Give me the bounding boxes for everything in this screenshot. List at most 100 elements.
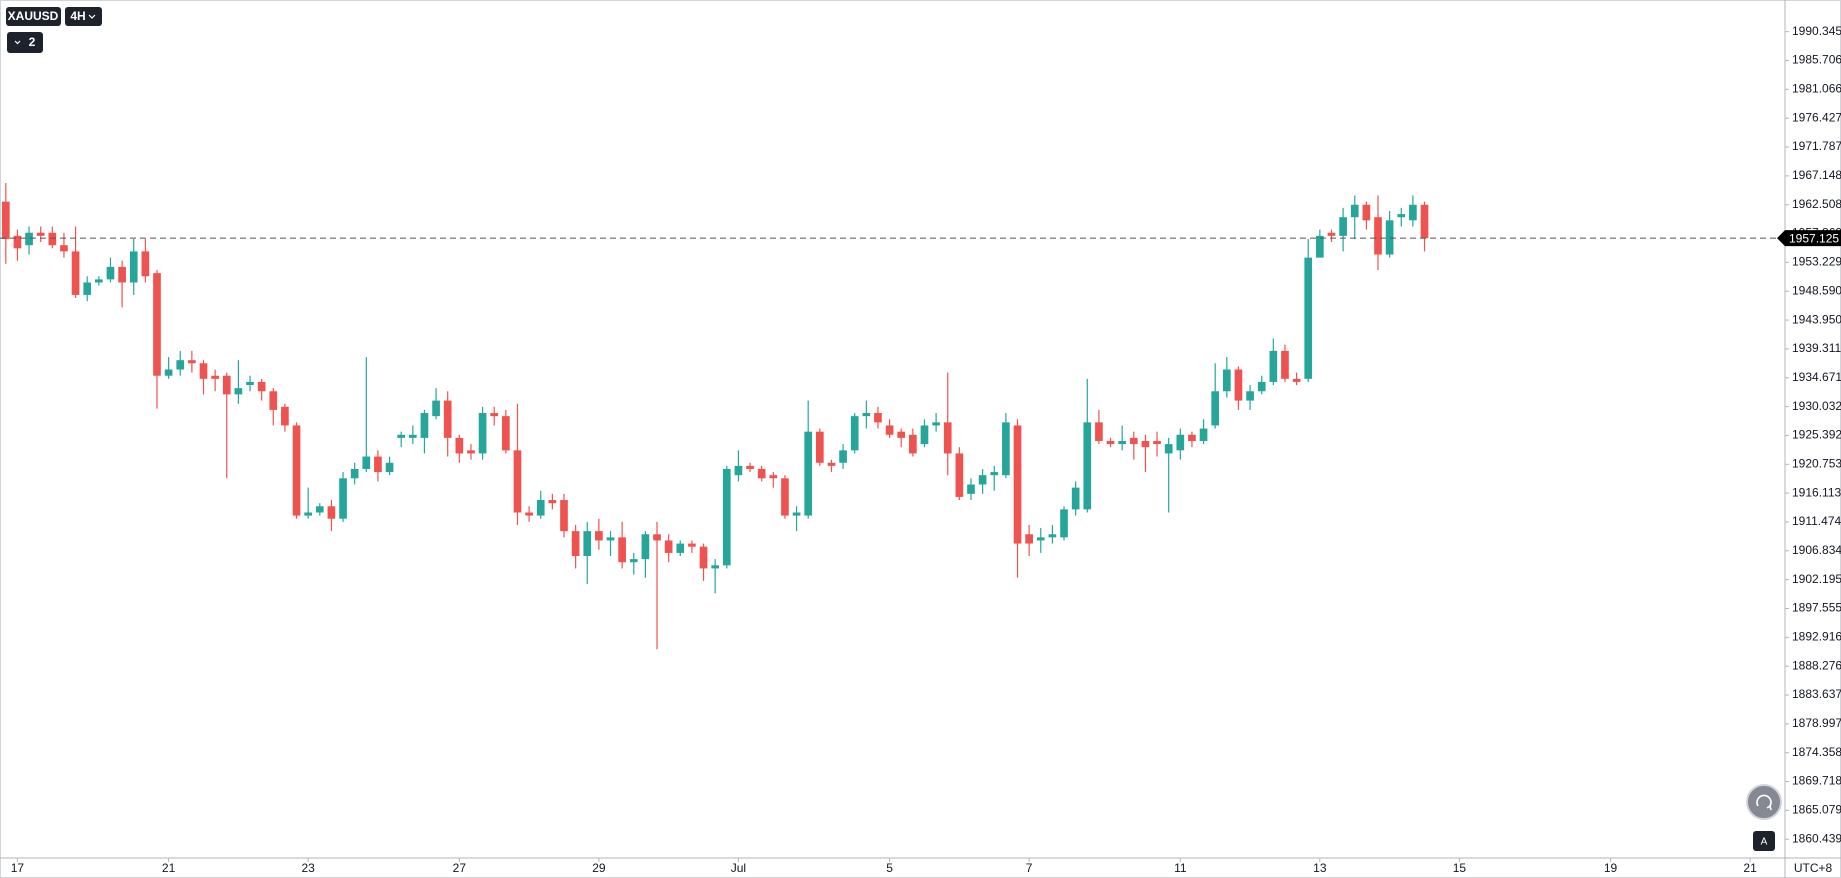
x-tick-label: 23: [301, 861, 315, 875]
candle-body: [1025, 534, 1033, 544]
y-tick-label: 1897.555: [1792, 601, 1841, 615]
candle-body: [781, 478, 789, 516]
candle-body: [490, 413, 499, 417]
last-price-tag: [1777, 230, 1841, 247]
y-tick-label: 1874.358: [1792, 745, 1841, 759]
candle-body: [1211, 391, 1220, 426]
candle-body: [1199, 428, 1208, 441]
y-tick-label: 1962.508: [1792, 197, 1841, 211]
candle-body: [688, 543, 696, 547]
candle-body: [1164, 444, 1173, 454]
auto-scale-button[interactable]: [1753, 831, 1775, 851]
y-tick-label: 1860.439: [1792, 831, 1841, 845]
candle-body: [978, 475, 987, 485]
y-tick-label: 1976.427: [1792, 110, 1841, 124]
indicators-button[interactable]: [7, 32, 43, 53]
y-tick-label: 1934.671: [1792, 370, 1841, 384]
candle-body: [315, 506, 324, 513]
y-tick-label: 1869.718: [1792, 774, 1841, 788]
candle-body: [118, 266, 126, 283]
candle-body: [583, 531, 592, 557]
candle-body: [432, 400, 440, 417]
y-tick-label: 1990.345: [1792, 24, 1841, 38]
candle-body: [1397, 214, 1406, 218]
candle-body: [1362, 204, 1371, 221]
candle-body: [350, 468, 359, 479]
y-tick-label: 1925.392: [1792, 428, 1841, 442]
candle-body: [1269, 350, 1278, 382]
candle-body: [1060, 509, 1068, 538]
candle-body: [1048, 534, 1057, 538]
candle-body: [25, 232, 33, 246]
candle-body: [13, 235, 22, 249]
y-tick-label: 1888.276: [1792, 658, 1841, 672]
candle-body: [502, 416, 510, 451]
candle-body: [1234, 369, 1243, 401]
candle-body: [234, 388, 243, 395]
x-tick-label: 21: [1743, 861, 1757, 875]
indicator-count: 2: [29, 35, 36, 49]
candle-body: [1292, 378, 1301, 382]
candle-body: [141, 251, 150, 277]
y-tick-label: 1902.195: [1792, 572, 1841, 586]
candle-body: [420, 413, 429, 438]
candle-body: [641, 534, 650, 560]
reset-icon: [1756, 794, 1772, 811]
candle-body: [815, 431, 824, 463]
candle-body: [746, 465, 754, 469]
candle-body: [1153, 440, 1161, 445]
candle-body: [827, 462, 836, 466]
candle-body: [1304, 257, 1313, 379]
candle-body: [385, 462, 394, 473]
candle-body: [1188, 434, 1196, 441]
y-tick-label: 1916.113: [1792, 485, 1841, 499]
candle-body: [455, 437, 464, 454]
y-tick-label: 1930.032: [1792, 399, 1841, 413]
candle-body: [281, 406, 289, 426]
y-tick-label: 1943.950: [1792, 312, 1841, 326]
y-tick-label: 1892.916: [1792, 630, 1841, 644]
timezone: UTC+8: [1794, 861, 1833, 875]
auto-scale-icon: A: [1761, 837, 1768, 848]
candle-body: [1281, 350, 1289, 379]
y-tick-label: 1971.787: [1792, 139, 1841, 153]
y-tick-label: 1878.997: [1792, 716, 1841, 730]
candle-body: [955, 453, 964, 497]
candle-body: [897, 431, 906, 438]
candle-body: [571, 531, 580, 557]
chevron: [14, 40, 21, 45]
candle-body: [850, 416, 859, 451]
candle-body: [932, 422, 940, 426]
axes: 1990.345 1985.706 1981.066 1976.427 1971.787…: [11, 24, 1841, 875]
candle-body: [327, 506, 336, 519]
candle-body: [920, 425, 929, 445]
candle-body: [292, 425, 301, 516]
candle-body: [1002, 422, 1010, 476]
chevron: [88, 14, 96, 19]
candle-body: [374, 456, 382, 473]
candle-body: [536, 500, 545, 516]
candle-body: [792, 512, 801, 516]
candle-body: [339, 478, 347, 519]
candle-body: [176, 360, 185, 370]
candle-body: [1013, 425, 1022, 544]
x-tick-label: 27: [453, 861, 467, 875]
candle-body: [1036, 537, 1045, 541]
candle-body: [1327, 232, 1336, 236]
candle-body: [1106, 440, 1115, 445]
x-tick-label: 19: [1604, 861, 1618, 875]
reset-button[interactable]: [1746, 784, 1782, 820]
interval-button[interactable]: [65, 7, 102, 26]
symbol-button[interactable]: [6, 7, 61, 26]
candle-body: [478, 413, 487, 454]
candle-body: [362, 456, 371, 469]
candle-body: [304, 512, 312, 516]
candle-body: [525, 512, 533, 516]
candle-body: [188, 360, 196, 364]
candle-body: [804, 431, 813, 516]
candle-body: [211, 375, 219, 379]
x-tick-label: 5: [886, 861, 893, 875]
candle-body: [408, 434, 417, 438]
